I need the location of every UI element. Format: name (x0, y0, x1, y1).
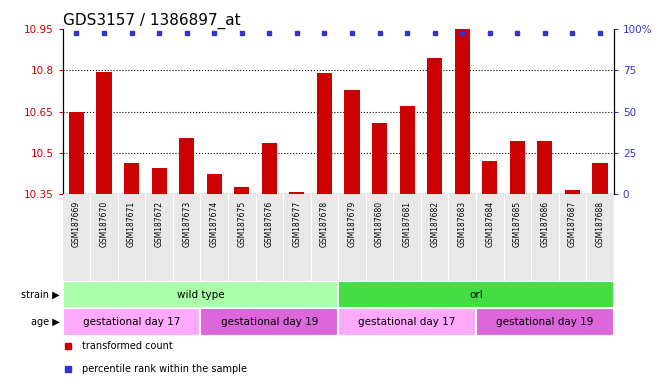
Text: GSM187686: GSM187686 (541, 201, 549, 247)
Bar (338, 308, 476, 336)
Text: orl: orl (469, 290, 483, 300)
Text: GSM187681: GSM187681 (403, 201, 412, 247)
Text: gestational day 17: gestational day 17 (83, 317, 180, 327)
Text: gestational day 19: gestational day 19 (220, 317, 318, 327)
Bar (427, 58, 442, 194)
Text: age ▶: age ▶ (30, 317, 59, 327)
Bar (476, 308, 614, 336)
Bar (201, 308, 338, 336)
Bar (152, 168, 167, 194)
Bar (338, 281, 614, 308)
Text: GSM187669: GSM187669 (72, 201, 81, 247)
Text: gestational day 19: gestational day 19 (496, 317, 593, 327)
Text: GSM187678: GSM187678 (320, 201, 329, 247)
Bar (234, 187, 249, 194)
Text: GSM187673: GSM187673 (182, 201, 191, 247)
Bar (593, 163, 608, 194)
Text: wild type: wild type (177, 290, 224, 300)
Bar (63, 308, 201, 336)
Text: GSM187677: GSM187677 (292, 201, 302, 247)
Bar (207, 174, 222, 194)
Text: GSM187685: GSM187685 (513, 201, 522, 247)
Text: gestational day 17: gestational day 17 (358, 317, 456, 327)
Bar (482, 161, 498, 194)
Text: GSM187679: GSM187679 (348, 201, 356, 247)
Text: GSM187682: GSM187682 (430, 201, 439, 247)
Bar (565, 190, 580, 194)
Text: GSM187680: GSM187680 (375, 201, 384, 247)
Text: GSM187672: GSM187672 (154, 201, 164, 247)
Text: GSM187684: GSM187684 (485, 201, 494, 247)
Bar (63, 281, 338, 308)
Text: GDS3157 / 1386897_at: GDS3157 / 1386897_at (63, 13, 240, 29)
Text: GSM187683: GSM187683 (458, 201, 467, 247)
Text: percentile rank within the sample: percentile rank within the sample (82, 364, 247, 374)
Bar (399, 106, 414, 194)
Text: strain ▶: strain ▶ (20, 290, 59, 300)
Text: GSM187687: GSM187687 (568, 201, 577, 247)
Text: GSM187675: GSM187675 (238, 201, 246, 247)
Bar (179, 138, 194, 194)
Text: GSM187670: GSM187670 (100, 201, 108, 247)
Bar (96, 72, 112, 194)
Bar (372, 123, 387, 194)
Bar (345, 90, 360, 194)
Bar (124, 163, 139, 194)
Bar (537, 141, 552, 194)
Text: GSM187671: GSM187671 (127, 201, 136, 247)
Text: GSM187674: GSM187674 (210, 201, 218, 247)
Text: transformed count: transformed count (82, 341, 173, 351)
Bar (289, 192, 304, 194)
Bar (69, 112, 84, 194)
Text: GSM187676: GSM187676 (265, 201, 274, 247)
Bar (262, 143, 277, 194)
Bar (510, 141, 525, 194)
Text: GSM187688: GSM187688 (595, 201, 605, 247)
Bar (455, 28, 470, 194)
Bar (317, 73, 332, 194)
